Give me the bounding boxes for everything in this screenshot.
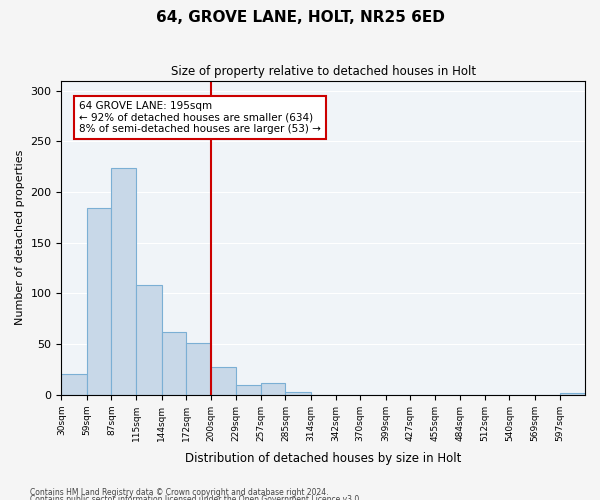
Bar [61, 374, 87, 395]
Bar [236, 384, 261, 395]
Text: 64 GROVE LANE: 195sqm
← 92% of detached houses are smaller (634)
8% of semi-deta: 64 GROVE LANE: 195sqm ← 92% of detached … [79, 101, 321, 134]
Bar [87, 208, 112, 395]
Bar [136, 286, 161, 395]
Y-axis label: Number of detached properties: Number of detached properties [15, 150, 25, 326]
Bar [211, 368, 236, 395]
Bar [286, 392, 311, 395]
Bar [560, 393, 585, 395]
Title: Size of property relative to detached houses in Holt: Size of property relative to detached ho… [170, 65, 476, 78]
Text: 64, GROVE LANE, HOLT, NR25 6ED: 64, GROVE LANE, HOLT, NR25 6ED [155, 10, 445, 25]
X-axis label: Distribution of detached houses by size in Holt: Distribution of detached houses by size … [185, 452, 461, 465]
Bar [261, 382, 286, 395]
Bar [161, 332, 186, 395]
Bar [112, 168, 136, 395]
Text: Contains public sector information licensed under the Open Government Licence v3: Contains public sector information licen… [30, 496, 362, 500]
Bar [186, 343, 211, 395]
Text: Contains HM Land Registry data © Crown copyright and database right 2024.: Contains HM Land Registry data © Crown c… [30, 488, 329, 497]
